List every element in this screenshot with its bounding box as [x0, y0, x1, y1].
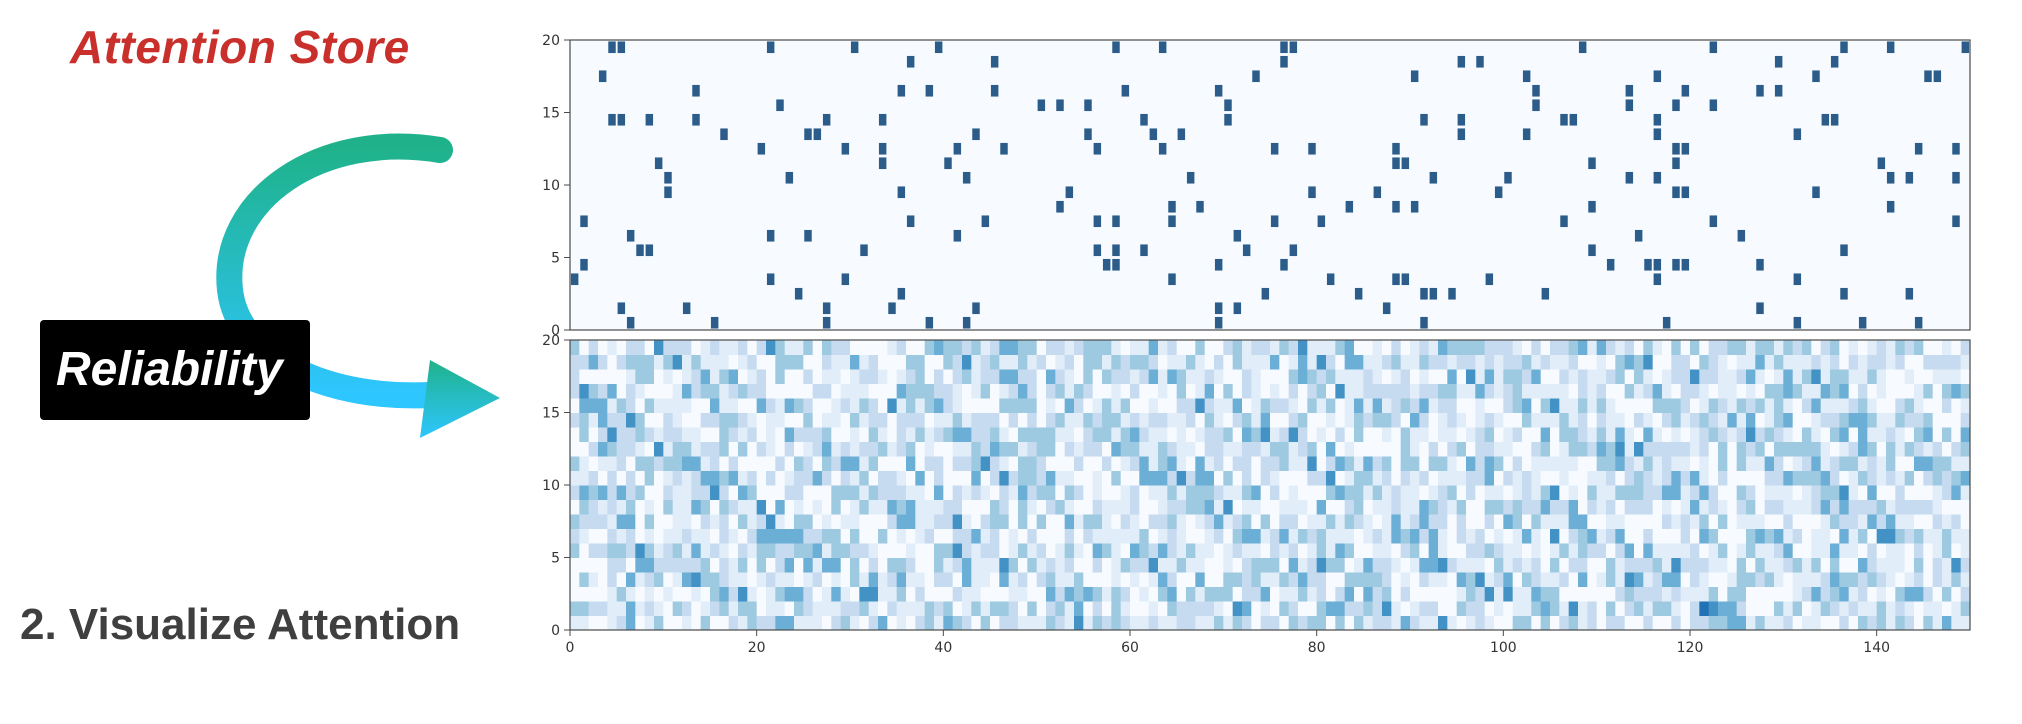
svg-text:15: 15 — [542, 406, 560, 422]
caption-gray: 2. Visualize Attention — [20, 600, 460, 650]
svg-text:80: 80 — [1308, 640, 1326, 656]
svg-text:10: 10 — [542, 478, 560, 494]
svg-text:0: 0 — [551, 623, 560, 639]
svg-text:140: 140 — [1863, 640, 1890, 656]
heatmap-figure: 0510152005101520020406080100120140 — [500, 20, 2000, 700]
bottom-heatmap-cells — [570, 340, 1971, 631]
black-label-box: Reliability — [40, 320, 310, 420]
svg-text:5: 5 — [551, 551, 560, 567]
left-annotation-area: Attention Store Reliability 2. Visualize… — [0, 0, 480, 724]
svg-text:15: 15 — [542, 106, 560, 122]
figure-root: Attention Store Reliability 2. Visualize… — [0, 0, 2022, 724]
svg-text:40: 40 — [934, 640, 952, 656]
svg-text:100: 100 — [1490, 640, 1517, 656]
black-label-text: Reliability — [56, 343, 283, 396]
svg-text:60: 60 — [1121, 640, 1139, 656]
svg-text:10: 10 — [542, 178, 560, 194]
svg-text:0: 0 — [566, 640, 575, 656]
svg-text:20: 20 — [748, 640, 766, 656]
svg-text:5: 5 — [551, 251, 560, 267]
title-red: Attention Store — [70, 20, 410, 74]
svg-text:120: 120 — [1677, 640, 1704, 656]
svg-text:20: 20 — [542, 333, 560, 349]
svg-text:20: 20 — [542, 33, 560, 49]
heatmap-svg: 0510152005101520020406080100120140 — [500, 20, 2000, 700]
